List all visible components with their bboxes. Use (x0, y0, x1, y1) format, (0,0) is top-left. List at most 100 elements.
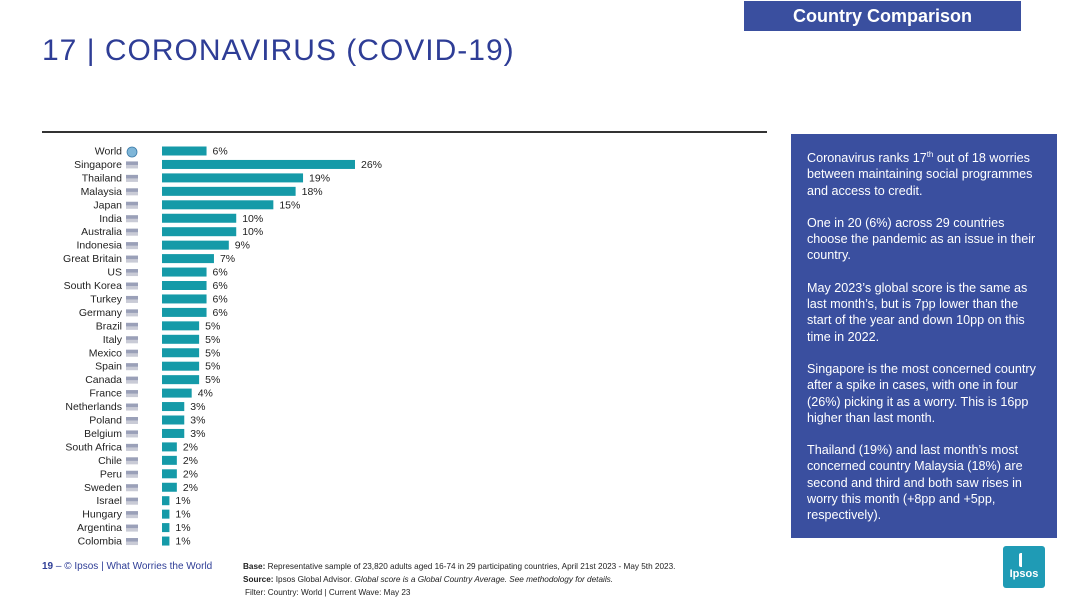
page-title: 17 | CORONAVIRUS (COVID-19) (42, 34, 515, 67)
flag-indonesia-icon (126, 242, 138, 250)
bar (162, 240, 229, 250)
footnotes: Base: Representative sample of 23,820 ad… (243, 560, 675, 586)
category-label: Singapore (74, 159, 122, 171)
category-label: World (95, 146, 122, 158)
bar-value-label: 2% (183, 482, 198, 494)
bar (162, 469, 177, 479)
bar (162, 496, 170, 506)
bar-value-label: 26% (361, 159, 382, 171)
category-label: Great Britain (63, 253, 122, 265)
category-label: Peru (100, 468, 122, 480)
flag-peru-icon (126, 470, 138, 478)
bar-value-label: 2% (183, 468, 198, 480)
bar (162, 321, 200, 331)
bar (162, 267, 207, 277)
flag-france-icon (126, 390, 138, 398)
bar (162, 213, 237, 223)
flag-south-africa-icon (126, 443, 138, 451)
flag-japan-icon (126, 201, 138, 209)
category-label: US (107, 267, 122, 279)
bar (162, 146, 207, 156)
category-label: Poland (89, 415, 122, 427)
bar-value-label: 6% (213, 146, 228, 158)
source-note: Source: Ipsos Global Advisor. Global sco… (243, 575, 614, 584)
category-label: Chile (98, 455, 122, 467)
bar-value-label: 2% (183, 455, 198, 467)
category-label: Turkey (90, 293, 122, 305)
bar-value-label: 5% (205, 334, 220, 346)
bar (162, 523, 170, 533)
bar-value-label: 6% (213, 307, 228, 319)
category-label: Israel (96, 495, 122, 507)
bar-value-label: 1% (175, 495, 190, 507)
bar-value-label: 3% (190, 415, 205, 427)
bar (162, 536, 170, 546)
bar (162, 509, 170, 519)
flag-turkey-icon (126, 295, 138, 303)
category-label: India (99, 213, 122, 225)
bar (162, 281, 207, 290)
base-note: Base: Representative sample of 23,820 ad… (243, 562, 676, 571)
category-label: Canada (85, 374, 122, 386)
bar-value-label: 2% (183, 441, 198, 453)
bar (162, 227, 237, 237)
bar-value-label: 3% (190, 428, 205, 440)
category-label: Mexico (89, 347, 122, 359)
flag-malaysia-icon (126, 188, 138, 196)
bar (162, 415, 185, 425)
commentary-paragraph-5: Thailand (19%) and last month’s most con… (807, 443, 1023, 523)
category-label: South Africa (65, 441, 122, 453)
category-label: Argentina (77, 522, 122, 534)
category-label: Brazil (96, 320, 122, 332)
flag-hungary-icon (126, 511, 138, 519)
flag-belgium-icon (126, 430, 138, 438)
category-label: Colombia (78, 536, 123, 548)
flag-colombia-icon (126, 538, 138, 546)
bar (162, 173, 304, 183)
bar-value-label: 15% (279, 199, 300, 211)
category-label: Australia (81, 226, 122, 238)
category-label: Germany (79, 307, 123, 319)
bar-value-label: 5% (205, 374, 220, 386)
flag-sweden-icon (126, 484, 138, 492)
filter-note: Filter: Country: World | Current Wave: M… (245, 588, 411, 597)
commentary-paragraph-3: May 2023’s global score is the same as l… (807, 280, 1028, 344)
bar-value-label: 5% (205, 347, 220, 359)
bar (162, 455, 177, 465)
bar-value-label: 6% (213, 280, 228, 292)
category-label: South Korea (64, 280, 123, 292)
commentary-paragraph-2: One in 20 (6%) across 29 countries choos… (807, 215, 1036, 263)
bar-value-label: 18% (302, 186, 323, 198)
bar-value-label: 7% (220, 253, 235, 265)
bar-value-label: 9% (235, 240, 250, 252)
bar-chart: World 6% Singapore 26% Thailand 19% Malaysia 18… (63, 146, 382, 548)
bar (162, 186, 296, 196)
category-label: Sweden (84, 482, 122, 494)
bar (162, 482, 177, 492)
commentary-panel: Coronavirus ranks 17th out of 18 worries… (791, 134, 1057, 538)
footer-brand: © Ipsos | What Worries the World (64, 561, 213, 572)
bar (162, 388, 192, 398)
country-comparison-tag: Country Comparison (744, 1, 1021, 31)
bar (162, 334, 200, 344)
bar-value-label: 10% (242, 213, 263, 225)
bar (162, 442, 177, 452)
flag-italy-icon (126, 336, 138, 344)
flag-us-icon (126, 269, 138, 277)
bar-value-label: 1% (175, 536, 190, 548)
bar (162, 294, 207, 304)
bar (162, 307, 207, 317)
flag-brazil-icon (126, 322, 138, 330)
flag-singapore-icon (126, 161, 138, 169)
bar-value-label: 4% (198, 388, 213, 400)
bar (162, 375, 200, 385)
bar (162, 402, 185, 412)
bar-value-label: 3% (190, 401, 205, 413)
flag-south-korea-icon (126, 282, 138, 290)
bar-value-label: 6% (213, 293, 228, 305)
bar-value-label: 1% (175, 509, 190, 521)
bar-value-label: 5% (205, 320, 220, 332)
footer-page-info: 19 – © Ipsos | What Worries the World (42, 561, 213, 572)
flag-spain-icon (126, 363, 138, 371)
flag-mexico-icon (126, 349, 138, 357)
